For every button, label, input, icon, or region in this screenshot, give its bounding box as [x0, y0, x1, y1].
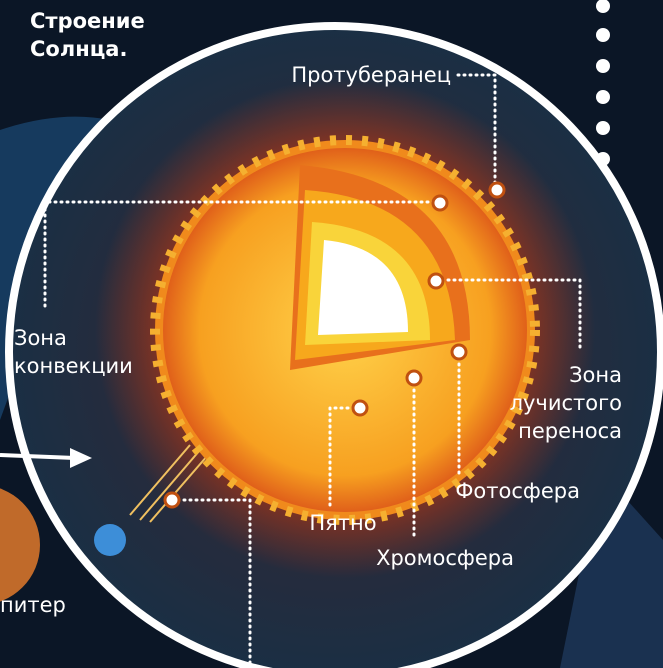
- title: Солнца.: [30, 37, 127, 61]
- page: Строение Солнца. Протуберанец Зона конвекции…: [0, 0, 663, 668]
- label: Протуберанец: [291, 63, 451, 87]
- label: Фотосфера: [455, 479, 580, 503]
- label: Зона: [569, 363, 622, 387]
- label: Ядро: [330, 289, 385, 313]
- label: Зона: [14, 326, 67, 350]
- label: лучистого: [510, 391, 622, 415]
- label: Хромосфера: [376, 546, 514, 570]
- title: Строение: [30, 9, 145, 33]
- earth: [94, 524, 126, 556]
- label: переноса: [518, 419, 622, 443]
- illustration: Строение Солнца. Протуберанец Зона конвекции…: [0, 0, 663, 668]
- label: Пятно: [309, 511, 376, 535]
- label: конвекции: [14, 354, 133, 378]
- label: питер: [0, 593, 66, 617]
